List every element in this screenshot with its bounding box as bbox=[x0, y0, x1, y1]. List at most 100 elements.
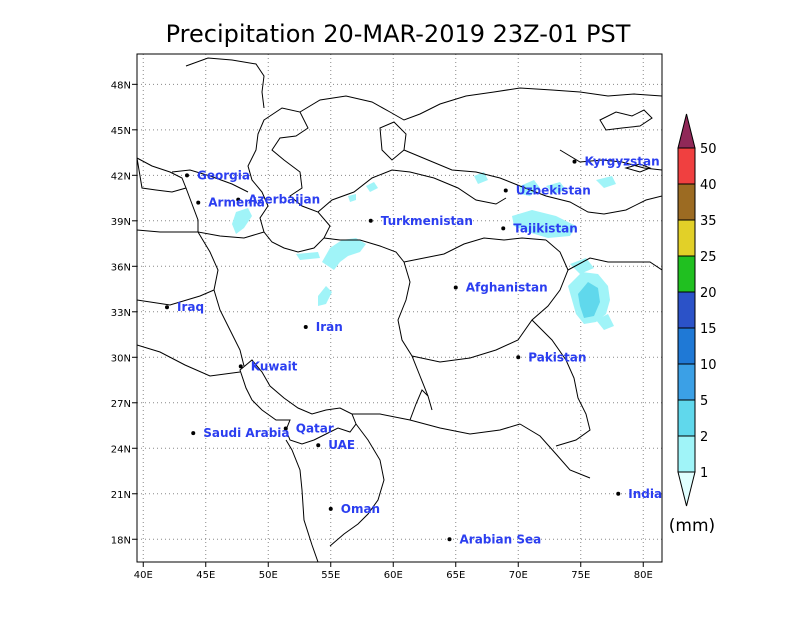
precip-area-kyrgyz bbox=[596, 176, 616, 188]
lat-tick-label: 21N bbox=[111, 490, 131, 501]
arabian-peninsula-coast bbox=[285, 439, 319, 562]
lon-tick-label: 40E bbox=[134, 570, 153, 581]
place-dot bbox=[191, 431, 196, 436]
lon-tick-label: 55E bbox=[321, 570, 340, 581]
lon-tick-label: 80E bbox=[634, 570, 653, 581]
precip-area-karakoram bbox=[570, 258, 594, 274]
place-label: Azerbaijan bbox=[248, 193, 320, 207]
place-dot bbox=[236, 197, 241, 202]
lon-tick-label: 65E bbox=[446, 570, 465, 581]
persian-gulf-coast bbox=[239, 359, 357, 445]
lat-tick-label: 27N bbox=[111, 399, 131, 410]
lat-lon-grid bbox=[137, 54, 662, 562]
colorbar-swatch bbox=[677, 219, 696, 257]
place-dot bbox=[501, 226, 506, 231]
lat-tick-label: 45N bbox=[111, 126, 131, 137]
iran-east-inner bbox=[409, 389, 429, 421]
place-dot bbox=[503, 188, 508, 193]
precip-area-uzbek3 bbox=[546, 182, 566, 194]
place-dot bbox=[185, 173, 189, 178]
oman-coast bbox=[329, 423, 385, 547]
precip-area-turkmen-dot2 bbox=[348, 194, 356, 202]
longitude-labels: 40E 45E 50E 55E 60E 65E 70E 75E 80E bbox=[134, 570, 653, 581]
precip-area-north-pakistan-core bbox=[578, 282, 600, 318]
place-label: Turkmenistan bbox=[381, 214, 473, 228]
place-dot bbox=[453, 285, 458, 290]
place-label: Saudi Arabia bbox=[203, 426, 289, 440]
iran-iraq-border bbox=[197, 231, 245, 367]
colorbar-level-label: 20 bbox=[700, 286, 717, 301]
colorbar-level-label: 10 bbox=[700, 358, 717, 373]
colorbar-swatch bbox=[677, 327, 696, 365]
colorbar-level-label: 50 bbox=[700, 142, 717, 157]
colorbar-level-label: 35 bbox=[700, 214, 717, 229]
tajik-kyrgyz-border bbox=[519, 185, 662, 215]
place-dot bbox=[196, 200, 201, 205]
place-label: Qatar bbox=[296, 422, 334, 436]
place-dot bbox=[368, 218, 373, 223]
map-title: Precipitation 20-MAR-2019 23Z-01 PST bbox=[166, 20, 631, 48]
lon-tick-label: 70E bbox=[509, 570, 528, 581]
lat-tick-label: 30N bbox=[111, 353, 131, 364]
place-label: Iraq bbox=[177, 300, 204, 314]
precip-area-azerbaijan bbox=[232, 208, 252, 234]
place-label: Iran bbox=[316, 320, 343, 334]
precip-area-iran-north bbox=[318, 286, 332, 306]
colorbar-level-label: 15 bbox=[700, 322, 717, 337]
issyk-kul-lake bbox=[624, 163, 652, 173]
colorbar-swatch bbox=[677, 147, 696, 185]
place-dot bbox=[616, 491, 621, 496]
pakistan-india-border bbox=[531, 319, 591, 447]
turkmen-uzbek-border bbox=[317, 169, 507, 213]
lon-tick-label: 60E bbox=[384, 570, 403, 581]
place-dot bbox=[572, 159, 577, 164]
iran-south-coast bbox=[352, 413, 521, 435]
colorbar-level-label: 40 bbox=[700, 178, 717, 193]
georgia-russia-border bbox=[171, 169, 249, 193]
place-dot bbox=[447, 537, 452, 542]
colorbar-level-label: 5 bbox=[700, 394, 708, 409]
colorbar-unit: (mm) bbox=[669, 516, 715, 536]
place-dot bbox=[303, 324, 308, 329]
place-label: Afghanistan bbox=[466, 281, 548, 295]
latitude-labels: 18N 21N 24N 27N 30N 33N 36N 39N 42N 45N 48N bbox=[111, 80, 131, 546]
place-label: Georgia bbox=[197, 168, 250, 182]
lon-tick-label: 50E bbox=[259, 570, 278, 581]
place-dot bbox=[328, 506, 333, 511]
colorbar-swatch bbox=[677, 363, 696, 401]
iraq-saudi-border bbox=[137, 344, 241, 377]
place-label: UAE bbox=[328, 438, 355, 452]
precip-area-turkmen-dot1 bbox=[366, 182, 378, 192]
place-label: Kyrgyzstan bbox=[585, 155, 660, 169]
india-china-border bbox=[567, 257, 662, 271]
axis-ticks bbox=[132, 83, 644, 567]
afghan-pakistan-border bbox=[411, 239, 569, 363]
country-boundaries bbox=[137, 57, 662, 562]
saudi-jordan-border bbox=[137, 289, 215, 306]
kazakh-uzbek-border bbox=[403, 149, 521, 187]
lon-tick-label: 45E bbox=[196, 570, 215, 581]
iran-turkmen-border bbox=[323, 237, 405, 263]
precipitation-shading bbox=[232, 172, 616, 330]
balkhash-lake bbox=[599, 109, 653, 131]
colorbar-level-label: 1 bbox=[700, 466, 708, 481]
colorbar-bottom-arrow bbox=[677, 471, 696, 507]
caspian-sea-outline bbox=[247, 107, 331, 253]
lat-tick-label: 39N bbox=[111, 217, 131, 228]
precip-area-south-caspian bbox=[322, 238, 366, 270]
place-label: Armenia bbox=[208, 196, 265, 210]
colorbar-swatch bbox=[677, 399, 696, 437]
precip-area-kashmir bbox=[596, 314, 614, 330]
colorbar-swatch bbox=[677, 255, 696, 293]
place-label: Uzbekistan bbox=[516, 183, 591, 197]
colorbar-swatch bbox=[677, 183, 696, 221]
lat-tick-label: 24N bbox=[111, 444, 131, 455]
colorbar-level-label: 2 bbox=[700, 430, 708, 445]
precip-area-uzbek1 bbox=[474, 172, 488, 184]
place-label: Pakistan bbox=[528, 350, 586, 364]
place-label: Arabian Sea bbox=[460, 532, 542, 546]
lat-tick-label: 48N bbox=[111, 80, 131, 91]
